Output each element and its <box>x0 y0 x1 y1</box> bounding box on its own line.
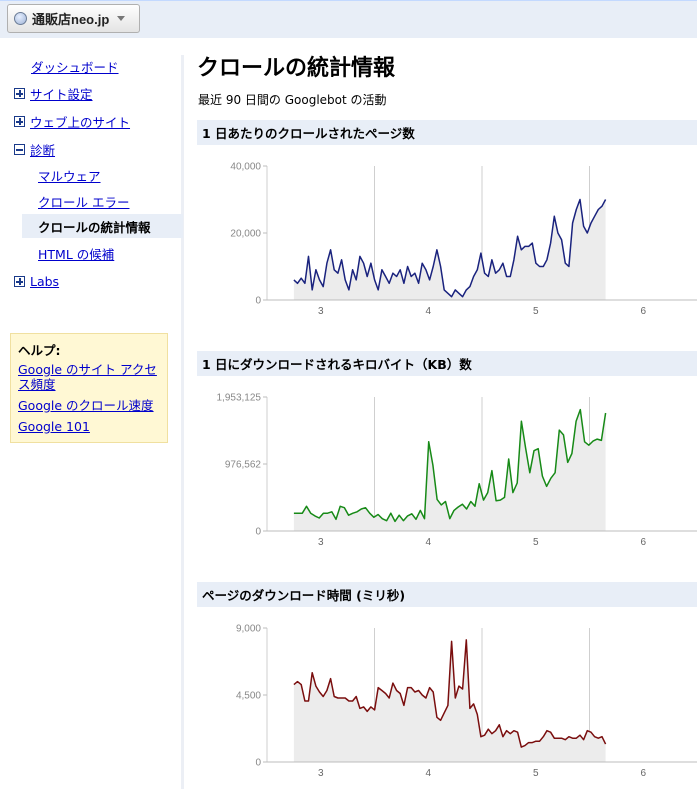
chart-download-time: 0 4,500 9,000 3 4 5 6 <box>236 624 697 779</box>
sidebar-item-diagnostics[interactable]: 診断 <box>0 137 183 161</box>
chart-x-tick-label: 6 <box>640 768 646 779</box>
chart-area-fill <box>293 199 606 300</box>
chart-y-tick-label: 0 <box>255 527 261 538</box>
chart-y-tick-label: 40,000 <box>230 162 261 173</box>
chart-x-tick-label: 4 <box>425 537 431 548</box>
chart-series-line <box>293 639 607 748</box>
site-selector-button[interactable]: 通販店neo.jp <box>7 4 140 33</box>
sidebar-item-label[interactable]: 診断 <box>30 142 56 158</box>
chart-x-tick-label: 3 <box>318 768 324 779</box>
chart-y-tick-label: 0 <box>255 758 261 769</box>
page-subtitle: 最近 90 日間の Googlebot の活動 <box>198 93 387 107</box>
chart-area-fill <box>293 409 606 531</box>
page-title: クロールの統計情報 <box>197 56 396 81</box>
sidebar-item-label[interactable]: サイト設定 <box>30 86 93 102</box>
sidebar-item-crawl-errors[interactable]: クロール エラー <box>0 189 183 213</box>
help-link-access-frequency[interactable]: Google のサイト アクセス頻度 <box>18 362 157 392</box>
sidebar-item-label[interactable]: クロール エラー <box>38 194 130 210</box>
chart-y-tick-label: 9,000 <box>236 624 261 635</box>
globe-icon <box>14 12 27 25</box>
chart-series-line <box>293 198 607 298</box>
chart-x-tick-label: 6 <box>640 306 646 317</box>
sidebar-item-label[interactable]: ウェブ上のサイト <box>30 114 131 130</box>
chart-x-tick-label: 4 <box>425 768 431 779</box>
sidebar-item-label: クロールの統計情報 <box>38 219 151 235</box>
sidebar-item-crawl-stats[interactable]: クロールの統計情報 <box>22 214 183 238</box>
top-bar: 通販店neo.jp <box>0 0 697 38</box>
sidebar-item-label[interactable]: ダッシュボード <box>31 59 119 75</box>
collapse-minus-icon[interactable] <box>14 143 25 155</box>
chart-series-line <box>293 408 607 523</box>
sidebar-item-malware[interactable]: マルウェア <box>0 163 183 187</box>
chart-y-tick-label: 20,000 <box>230 229 261 240</box>
help-title: ヘルプ: <box>18 343 61 358</box>
chart-x-tick-label: 5 <box>533 306 539 317</box>
chart-x-tick-label: 5 <box>533 768 539 779</box>
site-name: 通販店neo.jp <box>32 12 110 27</box>
chart-x-tick-label: 3 <box>318 537 324 548</box>
sidebar-item-site-settings[interactable]: サイト設定 <box>0 81 183 105</box>
sidebar-item-labs[interactable]: Labs <box>0 269 183 293</box>
expand-plus-icon[interactable] <box>14 115 25 127</box>
section-header-download-time: ページのダウンロード時間 (ミリ秒) <box>197 582 697 607</box>
chevron-down-icon <box>117 16 126 21</box>
help-link-google-101[interactable]: Google 101 <box>18 419 90 434</box>
section-header-pages-crawled: 1 日あたりのクロールされたページ数 <box>197 120 697 145</box>
sidebar-item-on-web[interactable]: ウェブ上のサイト <box>0 109 183 133</box>
sidebar-item-html-suggestions[interactable]: HTML の候補 <box>0 241 183 265</box>
chart-y-tick-label: 0 <box>255 296 261 307</box>
sidebar-item-dashboard[interactable]: ダッシュボード <box>0 54 183 78</box>
sidebar-item-label[interactable]: マルウェア <box>38 168 101 184</box>
chart-x-tick-label: 5 <box>533 537 539 548</box>
chart-y-tick-label: 1,953,125 <box>217 393 262 404</box>
expand-plus-icon[interactable] <box>14 87 25 99</box>
chart-x-tick-label: 3 <box>318 306 324 317</box>
chart-x-tick-label: 4 <box>425 306 431 317</box>
chart-kb-downloaded: 0 976,562 1,953,125 3 4 5 6 <box>217 393 697 548</box>
chart-y-tick-label: 976,562 <box>225 460 262 471</box>
help-box: ヘルプ: Google のサイト アクセス頻度 Google のクロール速度 G… <box>10 333 168 443</box>
help-link-crawl-rate[interactable]: Google のクロール速度 <box>18 398 154 413</box>
section-header-kb-downloaded: 1 日にダウンロードされるキロバイト（KB）数 <box>197 351 697 376</box>
expand-plus-icon[interactable] <box>14 275 25 287</box>
sidebar-item-label[interactable]: Labs <box>30 273 60 289</box>
chart-pages-crawled: 0 20,000 40,000 3 4 5 6 <box>230 162 697 317</box>
sidebar-divider <box>181 55 184 789</box>
sidebar-item-label[interactable]: HTML の候補 <box>38 246 115 262</box>
chart-x-tick-label: 6 <box>640 537 646 548</box>
chart-area-fill <box>293 639 606 762</box>
chart-y-tick-label: 4,500 <box>236 691 261 702</box>
